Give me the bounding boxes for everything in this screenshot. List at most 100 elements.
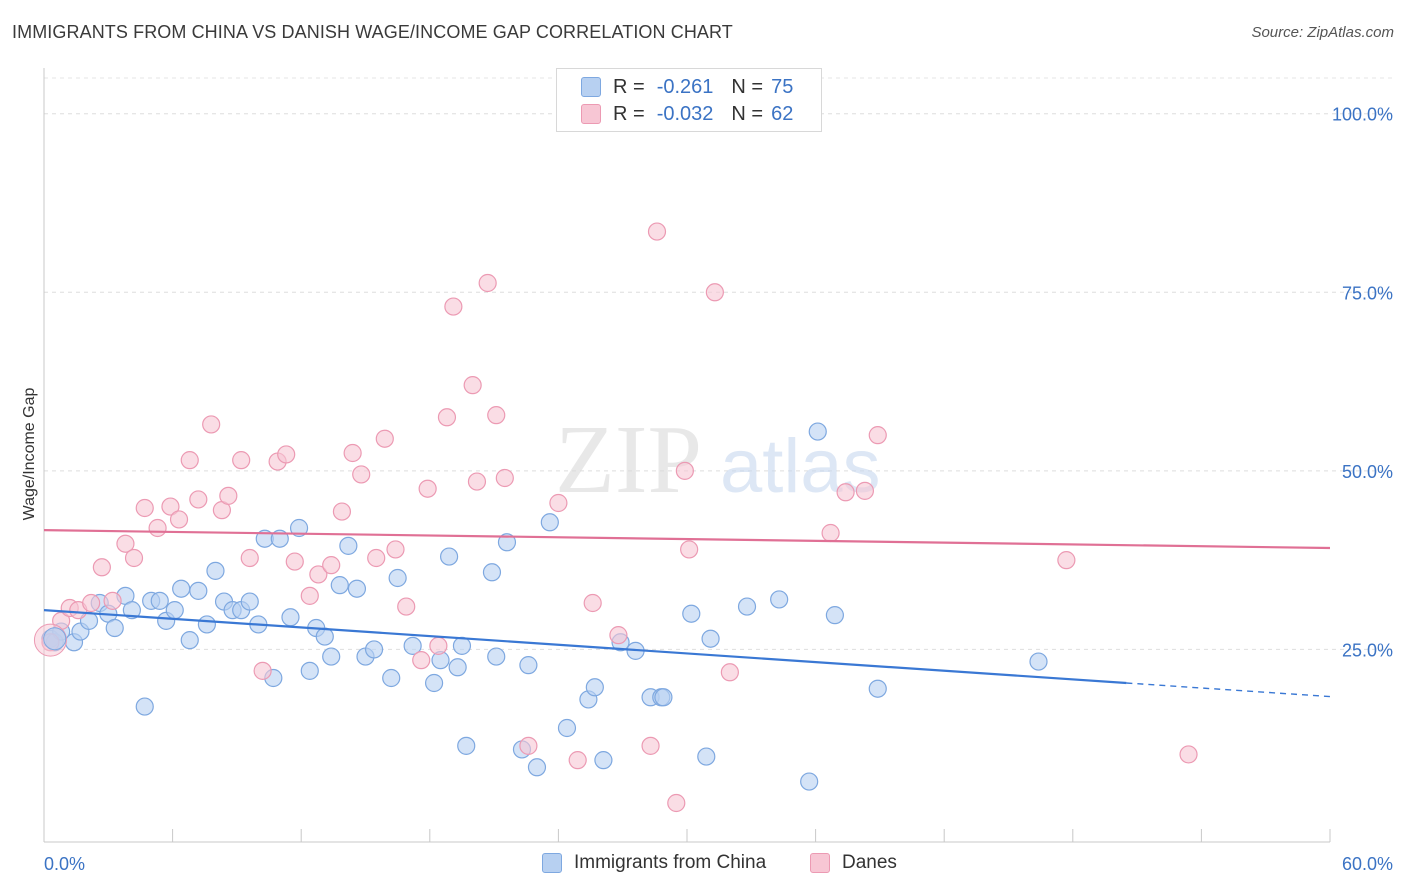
china-point [189,581,208,600]
danes-point [180,451,199,470]
china-point [403,636,422,655]
danes-point [103,591,122,610]
danes-point [429,636,448,655]
legend-r-value: -0.032 [656,102,714,125]
y-tick-label: 50.0% [1342,462,1393,482]
danes-point [322,556,341,575]
china-point [382,668,401,688]
danes-point [386,540,405,559]
danes-point [583,593,602,613]
danes-point [641,736,660,755]
danes-point [1179,745,1198,764]
danes-point [868,426,887,445]
legend-n-label: N = [731,75,764,98]
china-point [315,627,334,646]
legend-r-label: R = [613,102,645,125]
china-point [448,658,467,677]
y-axis-label: Wage/Income Gap [21,387,38,521]
series-legend-item-danes[interactable]: Danes [810,852,897,874]
legend-r-value: -0.261 [656,75,714,98]
danes-point [82,593,101,613]
danes-point [343,443,362,463]
danes-point [720,663,739,682]
legend-n-value: 75 [771,75,794,98]
legend-n-value: 62 [771,102,794,125]
y-tick-label: 25.0% [1342,640,1393,660]
china-point [497,533,517,552]
china-point [197,615,216,634]
y-tick-label: 100.0% [1332,105,1393,125]
danes-point [277,445,296,464]
danes-point [467,472,487,491]
danes-trend-line [43,529,1331,550]
china-point [1029,652,1048,671]
series-legend-item-china[interactable]: Immigrants from China [542,852,766,874]
danes-point [855,481,874,500]
danes-point [418,479,437,498]
china-point [540,513,559,532]
x-tick-label: 60.0% [1342,854,1393,874]
china-point [868,679,887,698]
china-point [585,678,604,697]
legend-n-label: N = [731,102,764,125]
danes-point [821,523,840,543]
y-tick-label: 75.0% [1342,283,1393,303]
danes-point [219,486,238,505]
danes-point [92,558,111,577]
china-trend-line [43,609,1127,685]
danes-point [1057,551,1076,570]
china-point [172,579,191,598]
axes [43,68,1331,843]
danes-point [148,518,167,538]
china-point [594,751,613,770]
china-point [206,561,225,580]
danes-point [367,548,386,568]
danes-point [161,497,180,516]
china-point [150,591,169,610]
watermark: ZIP atlas [555,406,881,514]
danes-point [300,586,319,605]
china-point [557,718,577,738]
china-point [180,631,199,650]
china-point [457,736,476,755]
correlation-legend: R = -0.261 N = 75 R = -0.032 N = 62 [556,68,822,132]
china-trend-line-extension [1126,682,1331,698]
china-point [300,661,319,680]
data-points [33,222,1198,813]
danes-point [680,540,699,559]
danes-point [253,661,272,680]
legend-swatch-china [581,77,601,97]
china-point [527,758,547,777]
danes-point [412,651,431,670]
series-label-china: Immigrants from China [574,852,767,873]
danes-point [397,597,416,616]
series-legend: Immigrants from China Danes [0,852,1406,876]
china-point [800,772,819,791]
china-point [697,747,716,766]
danes-point [487,406,506,425]
legend-swatch-danes [581,104,601,124]
china-point [281,608,300,627]
danes-point [124,548,144,568]
danes-point [667,793,686,813]
x-tick-labels: 0.0% 60.0% [44,854,1393,874]
china-point [322,647,341,666]
legend-row-china: R = -0.261 N = 75 [581,76,793,98]
china-point [519,656,538,675]
danes-point [437,408,457,427]
china-point [165,601,184,620]
series-swatch-danes [810,853,830,873]
china-point [388,568,407,588]
china-point [364,640,384,659]
china-point [339,536,358,555]
china-point [122,601,141,620]
danes-point [352,465,371,484]
danes-point [332,502,352,521]
danes-point [285,552,304,571]
danes-point [675,461,694,480]
danes-point [135,498,154,518]
china-point [439,547,459,566]
trend-lines [43,529,1331,698]
danes-point [478,273,497,293]
